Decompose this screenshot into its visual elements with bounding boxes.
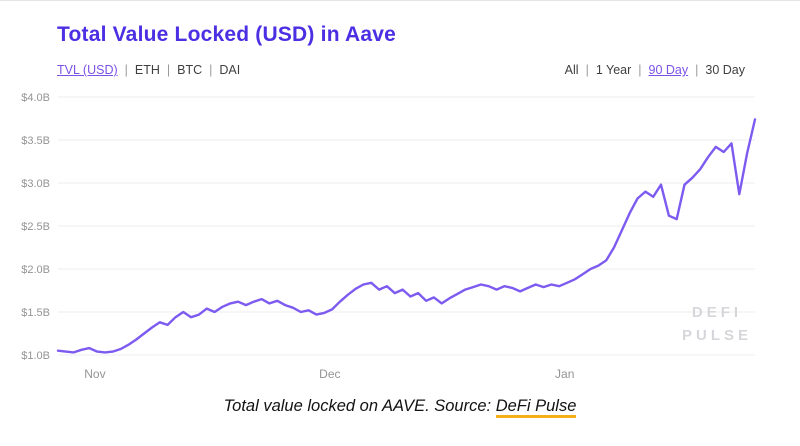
tab-btc[interactable]: BTC — [177, 63, 203, 77]
defi-pulse-link[interactable]: DeFi Pulse — [495, 397, 577, 418]
x-tick-label: Jan — [555, 367, 574, 381]
separator: | — [585, 63, 589, 77]
x-tick-label: Nov — [84, 367, 105, 381]
separator: | — [124, 63, 128, 77]
range-tab-all[interactable]: All — [564, 63, 579, 77]
tvl-chart-canvas[interactable]: $1.0B $1.5B $2.0B $2.5B $3.0B $3.5B $4.0B Nov De… — [12, 83, 788, 383]
y-tick-label: $4.0B — [21, 92, 50, 104]
chart-area: $1.0B $1.5B $2.0B $2.5B $3.0B $3.5B $4.0B Nov De… — [12, 83, 800, 385]
separator: | — [209, 63, 213, 77]
separator: | — [166, 63, 171, 77]
separator: | — [695, 63, 699, 77]
tab-tvl-usd[interactable]: TVL (USD) — [57, 63, 118, 77]
chart-controls: TVL (USD) | ETH | BTC | DAI All | 1 Year… — [57, 63, 745, 77]
tvl-line-series — [56, 118, 757, 354]
tab-eth[interactable]: ETH — [134, 63, 160, 77]
watermark-line-1: DEFI — [691, 304, 743, 321]
y-tick-label: $1.0B — [21, 350, 50, 362]
chart-title: Total Value Locked (USD) in Aave — [57, 23, 396, 46]
defipulse-watermark: DEFI PULSE — [682, 302, 752, 347]
range-tab-30-day[interactable]: 30 Day — [705, 63, 745, 77]
asset-tabs: TVL (USD) | ETH | BTC | DAI — [57, 63, 240, 77]
watermark-line-2: PULSE — [681, 326, 752, 344]
separator: | — [638, 63, 642, 77]
caption-text: Total value locked on AAVE. Source: — [223, 397, 496, 415]
range-tab-1-year[interactable]: 1 Year — [595, 63, 632, 77]
y-tick-label: $1.5B — [21, 307, 50, 319]
y-tick-label: $3.5B — [21, 135, 50, 147]
y-tick-label: $3.0B — [21, 178, 50, 190]
caption: Total value locked on AAVE. Source: DeFi… — [0, 397, 800, 418]
y-tick-label: $2.0B — [21, 264, 50, 276]
y-tick-label: $2.5B — [21, 221, 50, 233]
range-tab-90-day[interactable]: 90 Day — [648, 63, 689, 77]
x-tick-label: Dec — [319, 367, 340, 381]
tab-dai[interactable]: DAI — [219, 63, 241, 77]
range-tabs: All | 1 Year | 90 Day | 30 Day — [565, 63, 745, 77]
